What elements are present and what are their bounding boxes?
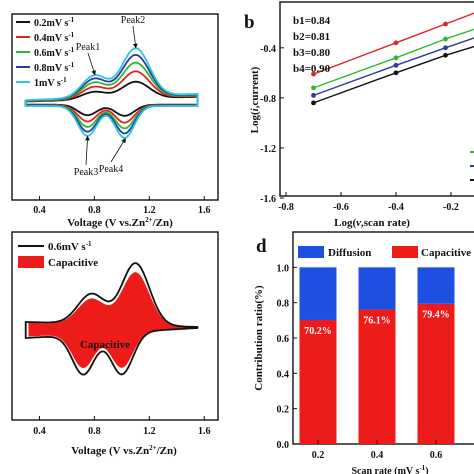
x-tick-label: -0.8 <box>278 202 294 213</box>
x-tick-label: 0.8 <box>88 426 101 437</box>
capacitive-annotation: Capacitive <box>80 339 130 351</box>
fit-line <box>313 28 474 89</box>
y-tick-label: 1.0 <box>277 263 290 274</box>
peak-label: Peak2 <box>121 15 145 26</box>
fit-line <box>313 45 474 104</box>
panel-letter-b: b <box>244 12 255 33</box>
legend-label: 0.6mV s-1 <box>34 46 75 59</box>
x-tick-label: 0.8 <box>88 205 101 216</box>
panel-a-frame <box>11 13 219 201</box>
y-axis-label: Contribution ratio(%) <box>253 285 265 391</box>
panel-b-log-plot: -0.4-0.8-1.2-1.6-0.8 -0.6 -0.4 -0.2Log(v,sc… <box>249 1 474 229</box>
peak-arrow <box>85 135 90 166</box>
legend-swatch <box>298 246 324 258</box>
data-point <box>393 70 399 76</box>
legend-label: 1mV s-1 <box>34 76 67 89</box>
x-tick-label: -0.6 <box>333 202 349 213</box>
y-tick-label: -1.6 <box>260 194 276 205</box>
panel-c-capacitive-cv: 0.4 0.8 1.2 1.6 Voltage (V vs.Zn2+/Zn) 0.6mV … <box>11 231 219 457</box>
panel-c-frame <box>11 231 219 421</box>
bar-diffusion <box>417 267 455 304</box>
capacitive-area <box>28 272 191 369</box>
x-tick-label: 1.2 <box>143 205 156 216</box>
y-tick-label: 0.8 <box>277 299 290 310</box>
x-tick-label: 0.4 <box>371 450 384 461</box>
data-point <box>393 62 399 68</box>
peak-arrow <box>87 52 96 76</box>
legend-label: Diffusion <box>328 247 371 259</box>
legend-label: Capacitive <box>48 257 98 269</box>
legend-swatch <box>18 256 44 268</box>
bar-diffusion <box>358 267 396 310</box>
legend-label: 0.4mV s-1 <box>34 31 75 44</box>
b-value-label: b3=0.80 <box>293 47 331 59</box>
x-tick-label: -0.4 <box>388 202 404 213</box>
data-point <box>311 85 316 91</box>
data-point <box>443 36 448 42</box>
panel-d-contribution-bars: 0.0 0.2 0.4 0.6 0.8 1.0 Contribution ratio(%) 0… <box>253 231 474 474</box>
y-tick-label: 0.6 <box>277 334 290 345</box>
peak-arrow <box>110 137 126 163</box>
bar-capacitive <box>299 319 337 444</box>
y-tick-label: 0.4 <box>277 369 290 380</box>
x-tick-label: 1.2 <box>143 426 156 437</box>
x-tick-label: -0.2 <box>443 202 459 213</box>
data-point <box>311 71 316 77</box>
data-point <box>393 55 399 61</box>
y-tick-label: 0.2 <box>277 405 290 416</box>
b-value-label: b4=0.90 <box>293 63 331 75</box>
bar-capacitive <box>358 309 396 444</box>
x-axis-label: Scan rate (mV s-1) <box>351 464 428 474</box>
cv-curve-outline <box>24 262 199 376</box>
x-axis-label: Voltage (V vs.Zn2+/Zn) <box>67 216 173 229</box>
x-axis-label: Log(v,scan rate) <box>334 217 410 229</box>
legend-label: Capacitive <box>421 247 471 259</box>
bar-value-label: 70.2% <box>304 326 332 337</box>
x-tick-label: 1.6 <box>198 426 211 437</box>
y-tick-label: 0.0 <box>277 440 290 451</box>
bar-diffusion <box>299 267 337 320</box>
y-tick-label: -0.4 <box>260 44 276 55</box>
fit-line <box>313 37 474 97</box>
y-tick-label: -0.8 <box>260 94 276 105</box>
peak-label: Peak1 <box>76 42 100 53</box>
peak-label: Peak3 <box>74 167 98 178</box>
x-tick-label: 0.6 <box>430 450 443 461</box>
cv-curve-series <box>24 47 199 139</box>
data-point <box>443 52 448 58</box>
peak-label: Peak4 <box>99 164 123 175</box>
bar-value-label: 79.4% <box>422 310 450 321</box>
bar-capacitive <box>417 303 455 444</box>
data-point <box>443 45 448 51</box>
bar-value-label: 76.1% <box>363 316 391 327</box>
fit-line <box>313 12 474 75</box>
data-point <box>311 92 316 98</box>
x-tick-label: 0.4 <box>33 426 46 437</box>
data-point <box>393 40 399 46</box>
panel-b-frame <box>279 1 474 197</box>
legend-label: 0.8mV s-1 <box>34 61 75 74</box>
peak-arrow <box>132 25 138 49</box>
x-tick-label: 0.4 <box>33 205 46 216</box>
data-point <box>443 21 448 27</box>
b-value-label: b1=0.84 <box>293 15 331 27</box>
legend-swatch <box>392 246 418 258</box>
x-tick-label: 1.6 <box>198 205 211 216</box>
legend-label: 0.6mV s-1 <box>48 240 92 253</box>
legend-label: 0.2mV s-1 <box>34 16 75 29</box>
data-point <box>311 100 316 106</box>
panel-letter-d: d <box>256 236 267 257</box>
x-tick-label: 0.2 <box>312 450 325 461</box>
y-axis-label: Log(i,current) <box>249 66 261 133</box>
x-axis-label: Voltage (V vs.Zn2+/Zn) <box>71 444 177 457</box>
b-value-label: b2=0.81 <box>293 31 330 43</box>
panel-a-cv-curves: 0.4 0.8 1.2 1.6 Voltage (V vs.Zn2+/Zn) 0.2mV … <box>11 13 219 229</box>
y-tick-label: -1.2 <box>260 144 276 155</box>
